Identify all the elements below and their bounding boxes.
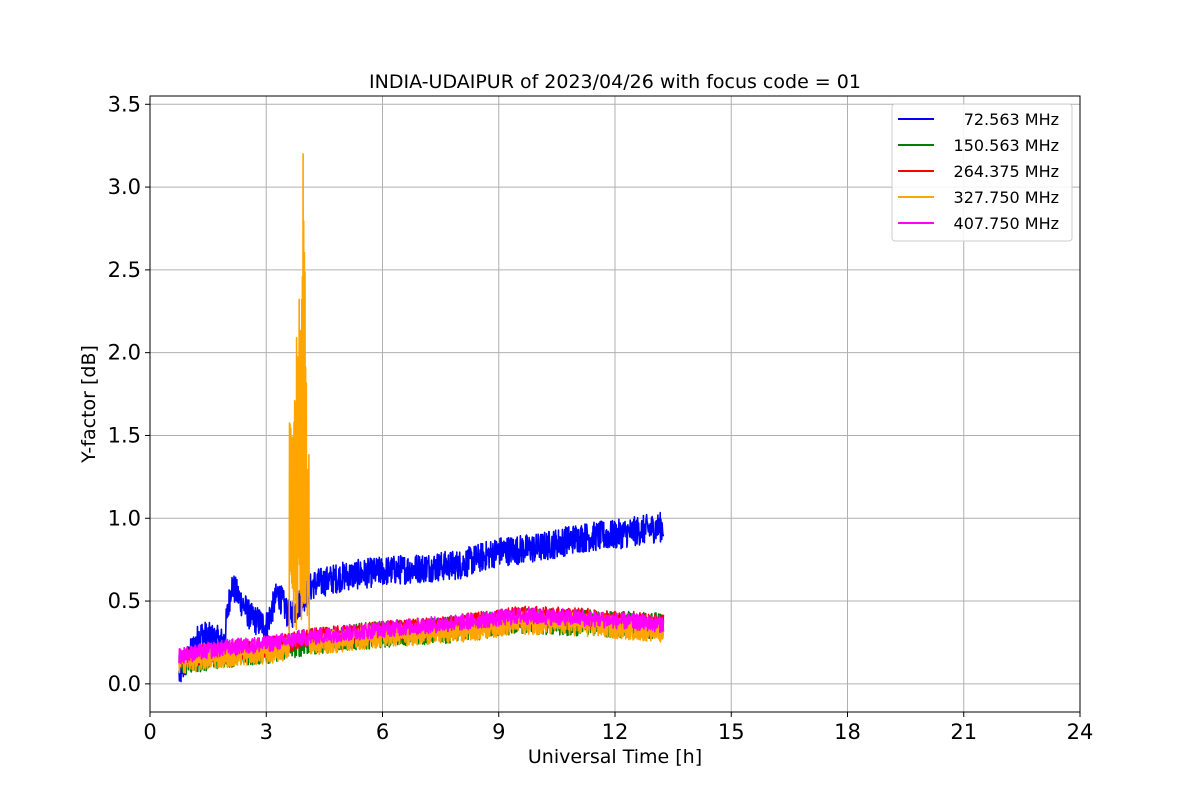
- x-tick-label: 12: [602, 720, 629, 744]
- x-tick-label: 3: [260, 720, 273, 744]
- legend-label: 72.563 MHz: [964, 110, 1059, 129]
- x-tick-label: 24: [1067, 720, 1094, 744]
- legend: 72.563 MHz 150.563 MHz 264.375 MHz 327.750 …: [891, 103, 1073, 242]
- x-tick-label: 18: [834, 720, 861, 744]
- x-tick-label: 9: [492, 720, 505, 744]
- series-layer: [178, 153, 665, 683]
- legend-label: 150.563 MHz: [954, 136, 1059, 155]
- series-line: [178, 511, 665, 683]
- legend-label: 407.750 MHz: [954, 214, 1059, 233]
- x-tick-label: 0: [143, 720, 156, 744]
- y-tick-label: 2.5: [108, 258, 141, 282]
- x-tick-label: 6: [376, 720, 389, 744]
- legend-label: 327.750 MHz: [954, 188, 1059, 207]
- y-tick-label: 0.5: [108, 589, 141, 613]
- y-tick-label: 3.0: [108, 175, 141, 199]
- y-tick-label: 3.5: [108, 92, 141, 116]
- y-tick-label: 2.0: [108, 341, 141, 365]
- y-tick-label: 0.0: [108, 672, 141, 696]
- y-axis-label: Y-factor [dB]: [78, 345, 100, 464]
- legend-box: [891, 103, 1073, 242]
- y-tick-label: 1.5: [108, 423, 141, 447]
- legend-label: 264.375 MHz: [954, 162, 1059, 181]
- x-tick-label: 15: [718, 720, 745, 744]
- x-axis-label: Universal Time [h]: [528, 746, 702, 768]
- axis-ticks: 0 3 6 9 12 15 18 21 24 0.0 0.5 1.0 1.5 2.0 2.5 3.0 3.5: [108, 92, 1094, 744]
- x-tick-label: 21: [950, 720, 977, 744]
- chart-title: INDIA-UDAIPUR of 2023/04/26 with focus c…: [369, 71, 861, 93]
- y-tick-label: 1.0: [108, 506, 141, 530]
- series-line: [178, 607, 665, 665]
